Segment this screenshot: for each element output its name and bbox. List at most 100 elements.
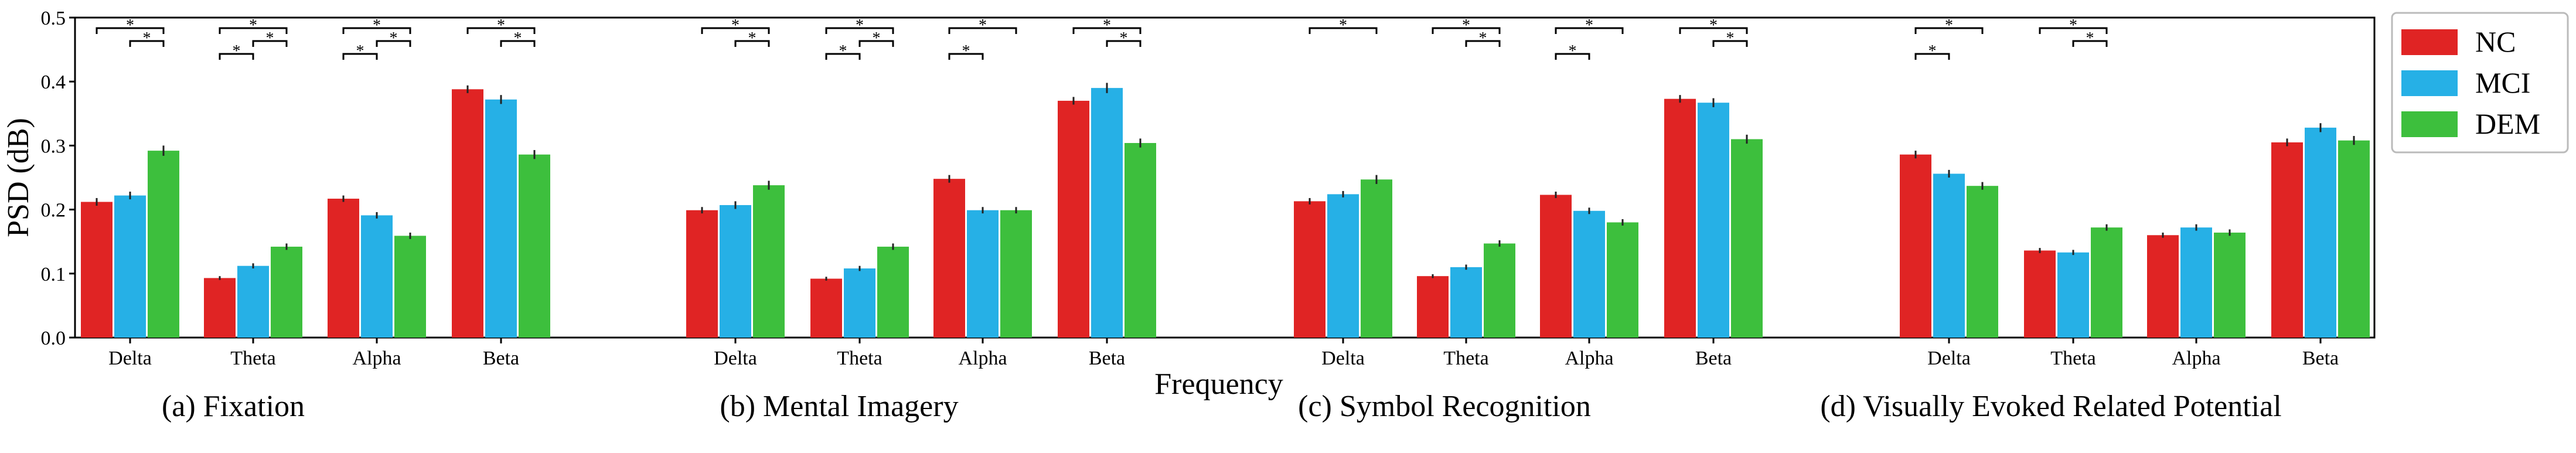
bar-nc-theta: [810, 278, 842, 338]
significance-star: *: [497, 16, 505, 35]
bar-dem-delta: [148, 151, 179, 338]
x-tick-label: Theta: [837, 348, 882, 369]
significance-star: *: [126, 16, 134, 35]
bar-mci-delta: [1933, 173, 1965, 338]
significance-star: *: [1585, 16, 1593, 35]
bracket-line: [1914, 27, 1984, 34]
panel-caption: (a) Fixation: [162, 390, 305, 423]
x-tick-label: Beta: [2302, 348, 2339, 369]
bar-dem-beta: [1125, 143, 1156, 338]
significance-star: *: [748, 29, 757, 47]
bracket-line: [1914, 53, 1950, 60]
bar-nc-beta: [452, 89, 483, 338]
significance-bracket: *: [500, 29, 536, 47]
bar-mci-beta: [2305, 127, 2336, 338]
bar-dem-theta: [1484, 243, 1515, 338]
bar-nc-delta: [1900, 154, 1931, 338]
bracket-line: [252, 40, 288, 47]
bar-mci-beta: [1091, 88, 1123, 338]
y-tick-label: 0.2: [41, 200, 66, 222]
bracket-line: [825, 27, 894, 34]
significance-bracket: *: [948, 42, 984, 60]
bar-nc-alpha: [2147, 235, 2179, 338]
bar-mci-alpha: [361, 215, 393, 338]
significance-bracket: *: [466, 16, 536, 35]
bar-dem-delta: [1361, 179, 1392, 338]
legend-swatch-dem: [2401, 111, 2458, 137]
bar-nc-theta: [2024, 250, 2056, 338]
x-tick-label: Delta: [1321, 348, 1365, 369]
bracket-line: [1679, 27, 1748, 34]
bracket-line: [96, 27, 165, 34]
significance-star: *: [2069, 16, 2077, 35]
significance-star: *: [1569, 42, 1577, 60]
bar-nc-beta: [1664, 98, 1696, 338]
bar-dem-beta: [1731, 139, 1763, 338]
bar-mci-alpha: [1573, 210, 1605, 338]
bar-mci-beta: [1698, 103, 1729, 338]
significance-bracket: *: [252, 29, 288, 47]
x-axis-label: Frequency: [1154, 367, 1283, 401]
significance-bracket: *: [1712, 29, 1748, 47]
panel-caption: (b) Mental Imagery: [720, 390, 958, 423]
bracket-line: [219, 53, 254, 60]
x-tick-label: Beta: [1695, 348, 1732, 369]
bar-nc-beta: [1058, 100, 1089, 338]
legend-swatch-mci: [2401, 70, 2458, 96]
significance-star: *: [2086, 29, 2094, 47]
significance-star: *: [1928, 42, 1937, 60]
significance-bracket: *: [1679, 16, 1748, 35]
significance-bracket: *: [1309, 16, 1378, 35]
x-tick-label: Theta: [230, 348, 275, 369]
plot-frame: [74, 16, 2376, 339]
significance-star: *: [962, 42, 970, 60]
bar-nc-alpha: [328, 199, 359, 338]
bar-mci-delta: [1327, 194, 1359, 338]
x-tick-label: Theta: [2050, 348, 2095, 369]
significance-star: *: [839, 42, 847, 60]
bar-dem-theta: [2091, 227, 2122, 338]
significance-bracket: *: [1106, 29, 1142, 47]
bracket-line: [1432, 27, 1501, 34]
x-tick-label: Beta: [1089, 348, 1125, 369]
bar-nc-delta: [686, 210, 718, 338]
bar-mci-delta: [114, 195, 146, 338]
significance-bracket: *: [825, 42, 861, 60]
bar-nc-alpha: [933, 179, 965, 338]
bracket-line: [1555, 53, 1590, 60]
bar-mci-theta: [844, 268, 875, 338]
bracket-line: [1072, 27, 1142, 34]
bar-nc-delta: [81, 202, 113, 338]
significance-bracket: *: [129, 29, 165, 47]
significance-star: *: [143, 29, 151, 47]
bar-mci-theta: [2057, 252, 2089, 338]
significance-bracket: *: [342, 16, 411, 35]
bar-mci-alpha: [967, 210, 999, 338]
panel-caption: (c) Symbol Recognition: [1298, 390, 1591, 423]
significance-star: *: [514, 29, 522, 47]
panel-caption: (d) Visually Evoked Related Potential: [1820, 390, 2281, 423]
significance-bracket: *: [2039, 16, 2108, 35]
bar-dem-delta: [1967, 186, 1998, 338]
x-tick-label: Beta: [483, 348, 519, 369]
bar-nc-theta: [204, 278, 236, 338]
bracket-line: [948, 53, 984, 60]
x-tick-label: Delta: [1927, 348, 1971, 369]
significance-star: *: [266, 29, 274, 47]
y-tick-label: 0.4: [41, 71, 66, 93]
bar-mci-beta: [485, 99, 517, 338]
bracket-line: [2039, 27, 2108, 34]
bracket-line: [1309, 27, 1378, 34]
significance-bracket: *: [1914, 16, 1984, 35]
significance-star: *: [856, 16, 864, 35]
bracket-line: [1555, 27, 1624, 34]
significance-bracket: *: [1555, 16, 1624, 35]
significance-bracket: *: [1072, 16, 1142, 35]
significance-star: *: [373, 16, 381, 35]
significance-star: *: [731, 16, 740, 35]
bracket-line: [948, 27, 1017, 34]
bar-dem-alpha: [1000, 210, 1032, 338]
bar-dem-theta: [271, 246, 302, 338]
bar-nc-theta: [1417, 276, 1449, 338]
